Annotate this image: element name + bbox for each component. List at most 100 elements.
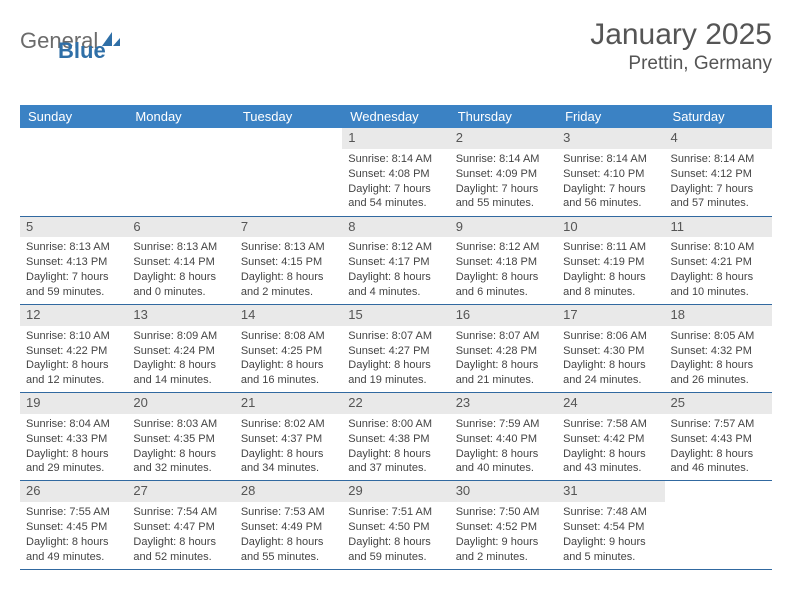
day-info: Sunrise: 7:54 AMSunset: 4:47 PMDaylight:…	[127, 502, 234, 568]
calendar-day-cell: 7Sunrise: 8:13 AMSunset: 4:15 PMDaylight…	[235, 216, 342, 304]
day-info: Sunrise: 7:50 AMSunset: 4:52 PMDaylight:…	[450, 502, 557, 568]
sunrise-text: Sunrise: 8:04 AM	[26, 417, 121, 432]
sunrise-text: Sunrise: 8:12 AM	[456, 240, 551, 255]
day-number: 5	[20, 217, 127, 238]
daylight-text: Daylight: 8 hours and 16 minutes.	[241, 358, 336, 388]
daylight-text: Daylight: 7 hours and 56 minutes.	[563, 182, 658, 212]
sunset-text: Sunset: 4:52 PM	[456, 520, 551, 535]
day-info: Sunrise: 8:03 AMSunset: 4:35 PMDaylight:…	[127, 414, 234, 480]
day-number: 10	[557, 217, 664, 238]
daylight-text: Daylight: 7 hours and 55 minutes.	[456, 182, 551, 212]
day-info: Sunrise: 8:14 AMSunset: 4:08 PMDaylight:…	[342, 149, 449, 215]
sunrise-text: Sunrise: 8:05 AM	[671, 329, 766, 344]
day-info: Sunrise: 8:12 AMSunset: 4:18 PMDaylight:…	[450, 237, 557, 303]
sunset-text: Sunset: 4:47 PM	[133, 520, 228, 535]
calendar-day-cell: 22Sunrise: 8:00 AMSunset: 4:38 PMDayligh…	[342, 393, 449, 481]
day-number: 30	[450, 481, 557, 502]
weekday-header: Wednesday	[342, 105, 449, 128]
day-number: 13	[127, 305, 234, 326]
day-info: Sunrise: 8:13 AMSunset: 4:14 PMDaylight:…	[127, 237, 234, 303]
day-number: 24	[557, 393, 664, 414]
sunrise-text: Sunrise: 8:13 AM	[241, 240, 336, 255]
calendar-day-cell: 15Sunrise: 8:07 AMSunset: 4:27 PMDayligh…	[342, 304, 449, 392]
daylight-text: Daylight: 7 hours and 57 minutes.	[671, 182, 766, 212]
weekday-header: Saturday	[665, 105, 772, 128]
sunrise-text: Sunrise: 7:59 AM	[456, 417, 551, 432]
day-number: 6	[127, 217, 234, 238]
calendar-day-cell: 4Sunrise: 8:14 AMSunset: 4:12 PMDaylight…	[665, 128, 772, 216]
weekday-header: Sunday	[20, 105, 127, 128]
day-info: Sunrise: 7:59 AMSunset: 4:40 PMDaylight:…	[450, 414, 557, 480]
sunrise-text: Sunrise: 8:00 AM	[348, 417, 443, 432]
day-info: Sunrise: 8:04 AMSunset: 4:33 PMDaylight:…	[20, 414, 127, 480]
sunrise-text: Sunrise: 8:13 AM	[133, 240, 228, 255]
page-header: General January 2025 Prettin, Germany	[20, 18, 772, 75]
sunset-text: Sunset: 4:25 PM	[241, 344, 336, 359]
daylight-text: Daylight: 8 hours and 40 minutes.	[456, 447, 551, 477]
day-info: Sunrise: 8:06 AMSunset: 4:30 PMDaylight:…	[557, 326, 664, 392]
daylight-text: Daylight: 8 hours and 43 minutes.	[563, 447, 658, 477]
daylight-text: Daylight: 8 hours and 19 minutes.	[348, 358, 443, 388]
sunset-text: Sunset: 4:21 PM	[671, 255, 766, 270]
day-info: Sunrise: 8:08 AMSunset: 4:25 PMDaylight:…	[235, 326, 342, 392]
calendar-day-cell: 5Sunrise: 8:13 AMSunset: 4:13 PMDaylight…	[20, 216, 127, 304]
day-number: 2	[450, 128, 557, 149]
daylight-text: Daylight: 7 hours and 59 minutes.	[26, 270, 121, 300]
calendar-page: General January 2025 Prettin, Germany Bl…	[0, 0, 792, 612]
calendar-day-cell: 27Sunrise: 7:54 AMSunset: 4:47 PMDayligh…	[127, 481, 234, 569]
weekday-header: Tuesday	[235, 105, 342, 128]
day-info: Sunrise: 8:10 AMSunset: 4:22 PMDaylight:…	[20, 326, 127, 392]
daylight-text: Daylight: 8 hours and 2 minutes.	[241, 270, 336, 300]
daylight-text: Daylight: 8 hours and 29 minutes.	[26, 447, 121, 477]
sunset-text: Sunset: 4:43 PM	[671, 432, 766, 447]
calendar-day-cell: 21Sunrise: 8:02 AMSunset: 4:37 PMDayligh…	[235, 393, 342, 481]
sunset-text: Sunset: 4:33 PM	[26, 432, 121, 447]
day-number: 14	[235, 305, 342, 326]
day-number: 25	[665, 393, 772, 414]
calendar-day-cell: 1Sunrise: 8:14 AMSunset: 4:08 PMDaylight…	[342, 128, 449, 216]
calendar-day-cell	[127, 128, 234, 216]
location-title: Prettin, Germany	[590, 53, 772, 75]
day-info: Sunrise: 8:09 AMSunset: 4:24 PMDaylight:…	[127, 326, 234, 392]
day-info: Sunrise: 8:10 AMSunset: 4:21 PMDaylight:…	[665, 237, 772, 303]
daylight-text: Daylight: 8 hours and 46 minutes.	[671, 447, 766, 477]
sunset-text: Sunset: 4:14 PM	[133, 255, 228, 270]
sunset-text: Sunset: 4:10 PM	[563, 167, 658, 182]
day-info: Sunrise: 7:53 AMSunset: 4:49 PMDaylight:…	[235, 502, 342, 568]
calendar-week-row: 26Sunrise: 7:55 AMSunset: 4:45 PMDayligh…	[20, 481, 772, 569]
day-number: 15	[342, 305, 449, 326]
daylight-text: Daylight: 9 hours and 5 minutes.	[563, 535, 658, 565]
calendar-day-cell: 18Sunrise: 8:05 AMSunset: 4:32 PMDayligh…	[665, 304, 772, 392]
sunset-text: Sunset: 4:22 PM	[26, 344, 121, 359]
weekday-header: Friday	[557, 105, 664, 128]
day-number: 16	[450, 305, 557, 326]
sunrise-text: Sunrise: 8:08 AM	[241, 329, 336, 344]
sunset-text: Sunset: 4:32 PM	[671, 344, 766, 359]
calendar-week-row: 12Sunrise: 8:10 AMSunset: 4:22 PMDayligh…	[20, 304, 772, 392]
daylight-text: Daylight: 8 hours and 14 minutes.	[133, 358, 228, 388]
day-number: 11	[665, 217, 772, 238]
calendar-table: Sunday Monday Tuesday Wednesday Thursday…	[20, 105, 772, 570]
day-info: Sunrise: 8:14 AMSunset: 4:12 PMDaylight:…	[665, 149, 772, 215]
sunrise-text: Sunrise: 8:07 AM	[348, 329, 443, 344]
day-number: 29	[342, 481, 449, 502]
day-info: Sunrise: 7:57 AMSunset: 4:43 PMDaylight:…	[665, 414, 772, 480]
sunset-text: Sunset: 4:38 PM	[348, 432, 443, 447]
daylight-text: Daylight: 8 hours and 6 minutes.	[456, 270, 551, 300]
daylight-text: Daylight: 8 hours and 52 minutes.	[133, 535, 228, 565]
title-block: January 2025 Prettin, Germany	[590, 18, 772, 75]
day-number: 22	[342, 393, 449, 414]
sunset-text: Sunset: 4:42 PM	[563, 432, 658, 447]
sunrise-text: Sunrise: 7:50 AM	[456, 505, 551, 520]
sunset-text: Sunset: 4:45 PM	[26, 520, 121, 535]
day-number: 27	[127, 481, 234, 502]
sunrise-text: Sunrise: 8:09 AM	[133, 329, 228, 344]
day-info: Sunrise: 7:48 AMSunset: 4:54 PMDaylight:…	[557, 502, 664, 568]
sunrise-text: Sunrise: 8:14 AM	[456, 152, 551, 167]
daylight-text: Daylight: 8 hours and 10 minutes.	[671, 270, 766, 300]
sunrise-text: Sunrise: 8:10 AM	[26, 329, 121, 344]
daylight-text: Daylight: 8 hours and 26 minutes.	[671, 358, 766, 388]
day-info: Sunrise: 8:14 AMSunset: 4:10 PMDaylight:…	[557, 149, 664, 215]
sunset-text: Sunset: 4:09 PM	[456, 167, 551, 182]
sunrise-text: Sunrise: 8:14 AM	[671, 152, 766, 167]
